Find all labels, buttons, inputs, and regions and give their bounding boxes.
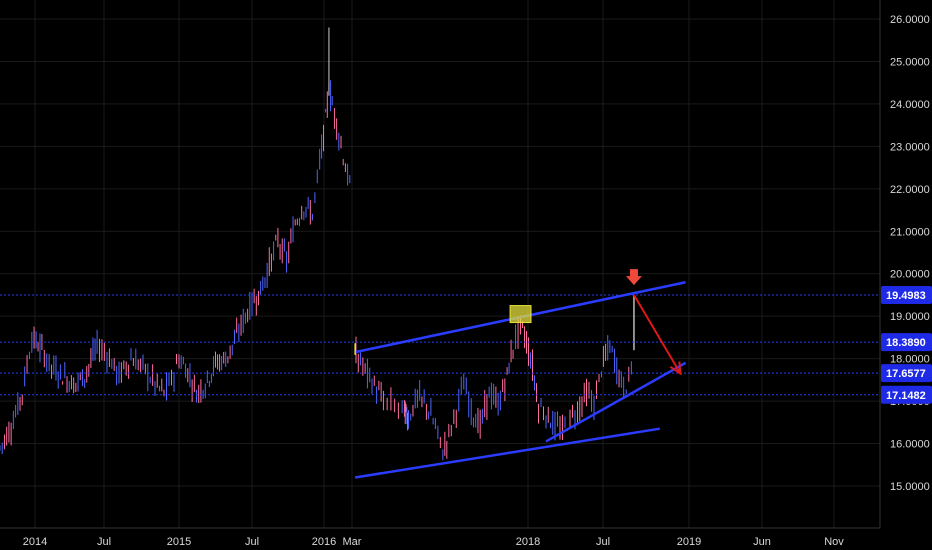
price-tick-label: 16.0000: [890, 439, 930, 451]
price-level-badge-label: 19.4983: [886, 290, 926, 302]
time-tick-label: 2018: [516, 536, 540, 548]
highlight-box[interactable]: [354, 343, 356, 355]
price-tick-label: 20.0000: [890, 269, 930, 281]
time-tick-label: Jul: [596, 536, 610, 548]
projection-arrow[interactable]: [633, 294, 682, 375]
time-tick-label: Mar: [343, 536, 362, 548]
price-level-badge[interactable]: [881, 286, 932, 305]
price-tick-label: 21.0000: [890, 226, 930, 238]
time-tick-label: Jun: [753, 536, 771, 548]
price-level-badge[interactable]: [881, 364, 932, 383]
time-tick-label: Nov: [824, 536, 844, 548]
price-tick-label: 23.0000: [890, 141, 930, 153]
down-arrow-marker-icon[interactable]: [625, 269, 642, 286]
time-tick-label: 2015: [167, 536, 191, 548]
price-tick-label: 18.0000: [890, 354, 930, 366]
price-level-badge-label: 17.6577: [886, 368, 926, 380]
horizontal-levels: [0, 294, 880, 396]
price-tick-label: 15.0000: [890, 481, 930, 493]
time-axis: 2014 Jul 2015 Jul 2016 Mar 2018 Jul 2019 Jun Nov: [0, 527, 880, 548]
lower-channel-trendline[interactable]: [354, 427, 660, 479]
price-tick-label: 19.0000: [890, 311, 930, 323]
price-tick-label: 24.0000: [890, 99, 930, 111]
time-tick-label: Jul: [245, 536, 259, 548]
time-tick-label: 2014: [23, 536, 47, 548]
price-level-badge[interactable]: [881, 385, 932, 404]
rising-support-trendline[interactable]: [545, 361, 687, 443]
time-tick-label: Jul: [97, 536, 111, 548]
time-tick-label: 2019: [677, 536, 701, 548]
price-tick-label: 26.0000: [890, 14, 930, 26]
price-level-badge-label: 17.1482: [886, 390, 926, 402]
price-level-badge-label: 18.3890: [886, 337, 926, 349]
price-tick-label: 22.0000: [890, 184, 930, 196]
time-tick-label: 2016: [312, 536, 336, 548]
projection-arrow-head: [669, 361, 682, 376]
price-axis: 26.0000 25.0000 24.0000 23.0000 22.0000 21.00…: [879, 0, 932, 528]
highlight-box[interactable]: [509, 305, 532, 324]
grid-lines: [0, 0, 880, 528]
price-tick-label: 25.0000: [890, 56, 930, 68]
drawing-tools[interactable]: [354, 269, 687, 479]
price-level-badge[interactable]: [881, 333, 932, 352]
